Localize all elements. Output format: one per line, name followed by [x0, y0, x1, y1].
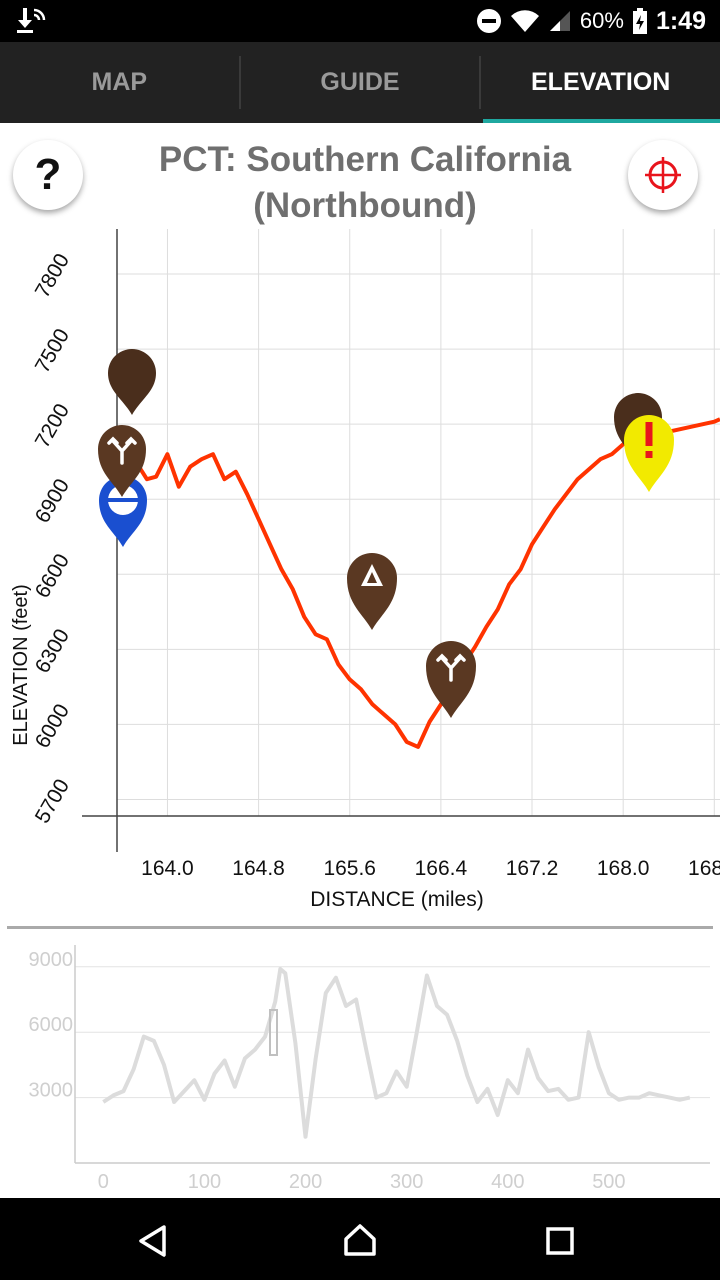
overview-x-tick-label: 400 — [491, 1171, 524, 1193]
trail-junction-marker[interactable] — [108, 349, 156, 415]
elevation-profile-line — [120, 417, 720, 749]
elevation-chart[interactable]: 5700 6000 6300 6600 6900 7200 7500 7800 164.0 16… — [0, 123, 720, 923]
recents-button[interactable] — [545, 1226, 575, 1256]
trail-junction-marker[interactable] — [426, 641, 476, 718]
wifi-icon — [510, 10, 539, 33]
y-tick-label: 6900 — [31, 475, 74, 527]
overview-chart[interactable]: 3000 6000 9000 0 100 200 300 400 500 — [0, 929, 720, 1199]
y-tick-label: 7500 — [31, 325, 74, 377]
help-icon: ? — [34, 150, 62, 199]
x-tick-label: 165.6 — [323, 857, 376, 880]
chart-divider — [7, 926, 713, 929]
viewport-indicator[interactable] — [269, 1009, 278, 1056]
home-button[interactable] — [342, 1222, 378, 1258]
y-tick-label: 7800 — [31, 250, 74, 302]
overview-y-tick-label: 6000 — [29, 1014, 74, 1036]
x-tick-label: 166.4 — [415, 857, 468, 880]
x-axis-label: DISTANCE (miles) — [310, 888, 483, 911]
overview-x-tick-label: 0 — [98, 1171, 109, 1193]
overview-y-tick-label: 9000 — [29, 949, 74, 971]
tab-divider — [479, 56, 482, 109]
help-button[interactable]: ? — [13, 140, 83, 210]
page-title: PCT: Southern California (Northbound) — [100, 137, 630, 229]
title-line-2: (Northbound) — [253, 186, 477, 225]
y-tick-label: 6000 — [31, 700, 74, 752]
clock: 1:49 — [655, 6, 706, 35]
overview-x-tick-label: 300 — [390, 1171, 423, 1193]
tab-map[interactable]: MAP — [91, 68, 148, 96]
battery-percent: 60% — [579, 8, 624, 33]
x-tick-label: 164.0 — [141, 857, 194, 880]
water-source-marker[interactable] — [99, 476, 147, 547]
tab-divider — [238, 56, 241, 109]
x-tick-label: 168.0 — [597, 857, 650, 880]
crosshair-icon — [645, 157, 681, 193]
overview-x-tick-label: 200 — [289, 1171, 322, 1193]
tab-bar: MAP GUIDE ELEVATION — [0, 42, 720, 123]
y-tick-label: 7200 — [31, 400, 74, 452]
overview-profile-line — [102, 967, 691, 1139]
x-tick-label: 168.8 — [688, 857, 720, 880]
y-tick-label: 6300 — [31, 625, 74, 677]
status-bar: 60% 1:49 — [0, 0, 720, 42]
campsite-marker[interactable] — [347, 553, 397, 630]
y-tick-label: 5700 — [31, 775, 74, 827]
signal-icon — [549, 11, 570, 31]
x-tick-label: 164.8 — [232, 857, 285, 880]
download-wifi-icon — [14, 6, 46, 41]
warning-marker[interactable] — [624, 415, 674, 492]
y-tick-label: 6600 — [31, 550, 74, 602]
overview-x-tick-label: 500 — [592, 1171, 625, 1193]
x-tick-label: 167.2 — [506, 857, 559, 880]
navigation-bar — [0, 1198, 720, 1280]
title-line-1: PCT: Southern California — [158, 140, 572, 179]
battery-charging-icon — [632, 8, 647, 34]
tab-elevation[interactable]: ELEVATION — [481, 42, 720, 123]
elevation-screen: ? PCT: Southern California (Northbound) … — [0, 123, 720, 1198]
trail-junction-marker[interactable] — [98, 425, 146, 497]
tab-guide[interactable]: GUIDE — [320, 68, 400, 96]
do-not-disturb-icon — [476, 9, 501, 33]
overview-y-tick-label: 3000 — [29, 1080, 74, 1102]
overview-x-tick-label: 100 — [188, 1171, 221, 1193]
back-button[interactable] — [136, 1224, 170, 1258]
locate-button[interactable] — [628, 140, 698, 210]
status-right: 60% 1:49 — [476, 0, 706, 42]
y-axis-label: ELEVATION (feet) — [10, 584, 32, 746]
